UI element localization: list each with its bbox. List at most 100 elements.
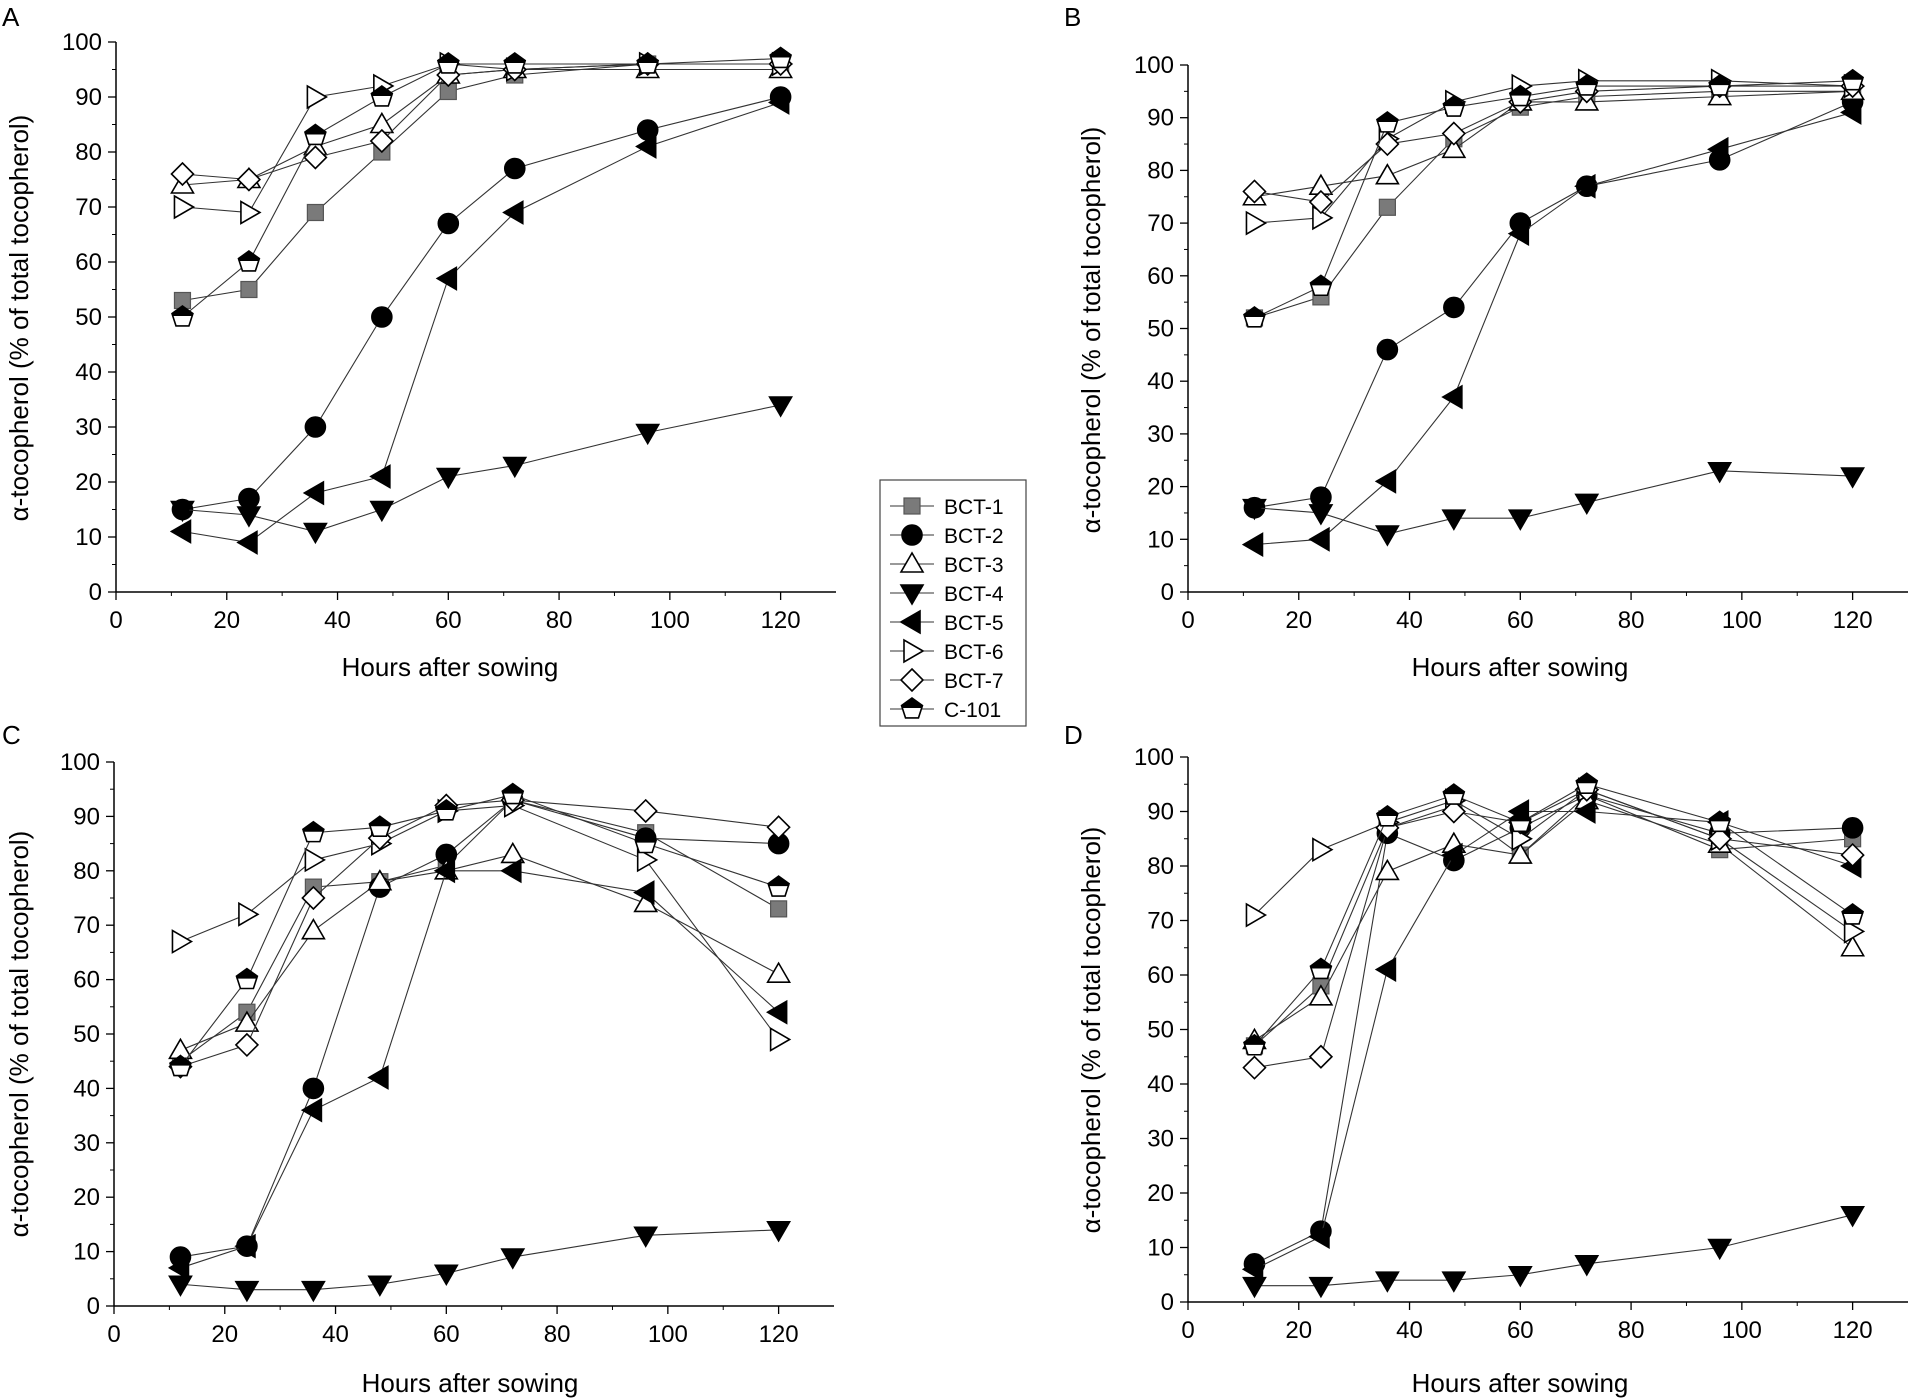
series-c-101 <box>1243 772 1865 1056</box>
legend-item: BCT-6 <box>890 638 1004 664</box>
data-point <box>1376 338 1399 361</box>
data-point <box>173 194 196 220</box>
data-point <box>1507 221 1530 247</box>
data-point-fill <box>304 124 326 135</box>
data-point-fill <box>1509 811 1531 822</box>
series-c-101 <box>171 46 793 327</box>
y-tick-label: 100 <box>60 749 100 776</box>
data-point <box>1378 198 1396 216</box>
data-point-fill <box>1842 69 1864 80</box>
y-tick-label: 60 <box>75 249 102 276</box>
data-point-fill <box>236 968 258 979</box>
chart-panel-d: 0 10 20 30 40 50 60 70 80 90 100 0 20 40 60 80 100 120 Hou… <box>1064 720 1908 1398</box>
y-tick-label: 100 <box>1134 52 1174 79</box>
legend-marker <box>903 638 925 664</box>
data-point <box>500 841 526 864</box>
data-point <box>367 1065 389 1090</box>
panel-letter: D <box>1064 720 1083 750</box>
y-tick-label: 80 <box>75 139 102 166</box>
data-point <box>302 522 328 545</box>
x-tick-label: 80 <box>546 607 573 634</box>
data-point <box>1308 1276 1334 1299</box>
legend-label: C-101 <box>944 699 1001 722</box>
data-point <box>1308 189 1334 215</box>
data-point <box>435 266 458 291</box>
y-tick-label: 0 <box>87 1293 100 1320</box>
y-tick-label: 70 <box>1147 210 1174 237</box>
series-line <box>182 101 781 544</box>
series-bct-5 <box>167 858 788 1281</box>
series-line <box>180 870 779 1269</box>
legend-label: BCT-2 <box>944 525 1004 548</box>
data-point <box>1840 842 1865 868</box>
data-point-fill <box>1243 1034 1265 1045</box>
data-point <box>1707 136 1729 162</box>
series-bct-6 <box>1245 777 1866 944</box>
data-point <box>303 145 328 170</box>
x-tick-label: 80 <box>1618 607 1645 634</box>
y-tick-label: 60 <box>73 967 100 994</box>
data-point <box>1441 136 1467 159</box>
y-tick-label: 90 <box>1147 105 1174 132</box>
data-point <box>1374 468 1397 494</box>
series-bct-3 <box>168 841 792 1060</box>
y-tick-label: 30 <box>73 1130 100 1157</box>
panel-letter: A <box>2 2 20 32</box>
data-point <box>167 1255 190 1281</box>
series-line <box>182 63 781 214</box>
data-point <box>768 396 794 418</box>
series-line <box>180 799 779 1062</box>
series-bct-7 <box>1242 777 1865 1080</box>
data-point <box>1707 826 1732 851</box>
series-line <box>1254 794 1853 1265</box>
data-point-fill <box>635 832 657 843</box>
data-point <box>1242 179 1267 204</box>
data-point <box>437 212 460 235</box>
y-axis-label: α-tocopherol (% of total tocopherol) <box>4 831 34 1238</box>
y-axis-label: α-tocopherol (% of total tocopherol) <box>4 115 34 522</box>
data-point <box>633 880 655 905</box>
data-point <box>433 858 456 884</box>
series-line <box>1254 80 1853 319</box>
data-point <box>1441 842 1463 868</box>
data-point-fill <box>1310 958 1332 969</box>
y-tick-label: 20 <box>73 1184 100 1211</box>
chart-panel-c: 0 10 20 30 40 50 60 70 80 90 100 0 20 40 60 80 100 120 Hou… <box>2 720 834 1398</box>
data-point <box>1443 296 1465 319</box>
y-tick-label: 30 <box>75 414 102 441</box>
x-tick-label: 100 <box>1722 1317 1762 1344</box>
data-point-fill <box>1709 75 1731 86</box>
data-point <box>768 90 790 115</box>
series-bct-7 <box>1242 73 1865 215</box>
data-point <box>1241 1256 1264 1282</box>
series-line <box>180 853 779 1051</box>
data-point <box>234 1010 260 1032</box>
data-point <box>1507 509 1533 531</box>
series-c-101 <box>1243 68 1865 328</box>
x-tick-label: 100 <box>650 607 690 634</box>
y-tick-label: 100 <box>1134 744 1174 771</box>
y-tick-label: 20 <box>1147 1180 1174 1207</box>
data-point-fill <box>1709 811 1731 822</box>
data-point <box>234 1032 260 1058</box>
data-point <box>500 858 522 884</box>
series-line <box>1254 90 1853 198</box>
y-tick-label: 0 <box>1161 1289 1174 1316</box>
series-bct-4 <box>168 1221 792 1303</box>
series-line <box>1254 810 1853 1270</box>
x-axis-label: Hours after sowing <box>362 1368 579 1398</box>
data-point <box>236 167 262 192</box>
series-bct-4 <box>1242 1206 1866 1299</box>
data-point <box>306 84 328 110</box>
data-point <box>168 1275 193 1297</box>
x-tick-label: 40 <box>322 1321 349 1348</box>
data-point <box>1245 210 1268 236</box>
legend-item: BCT-7 <box>890 667 1004 693</box>
legend-label: BCT-1 <box>944 496 1004 519</box>
data-point <box>302 480 325 506</box>
data-point <box>635 423 661 446</box>
data-point <box>1507 842 1533 864</box>
data-point <box>1574 799 1596 824</box>
y-tick-label: 40 <box>1147 368 1174 395</box>
